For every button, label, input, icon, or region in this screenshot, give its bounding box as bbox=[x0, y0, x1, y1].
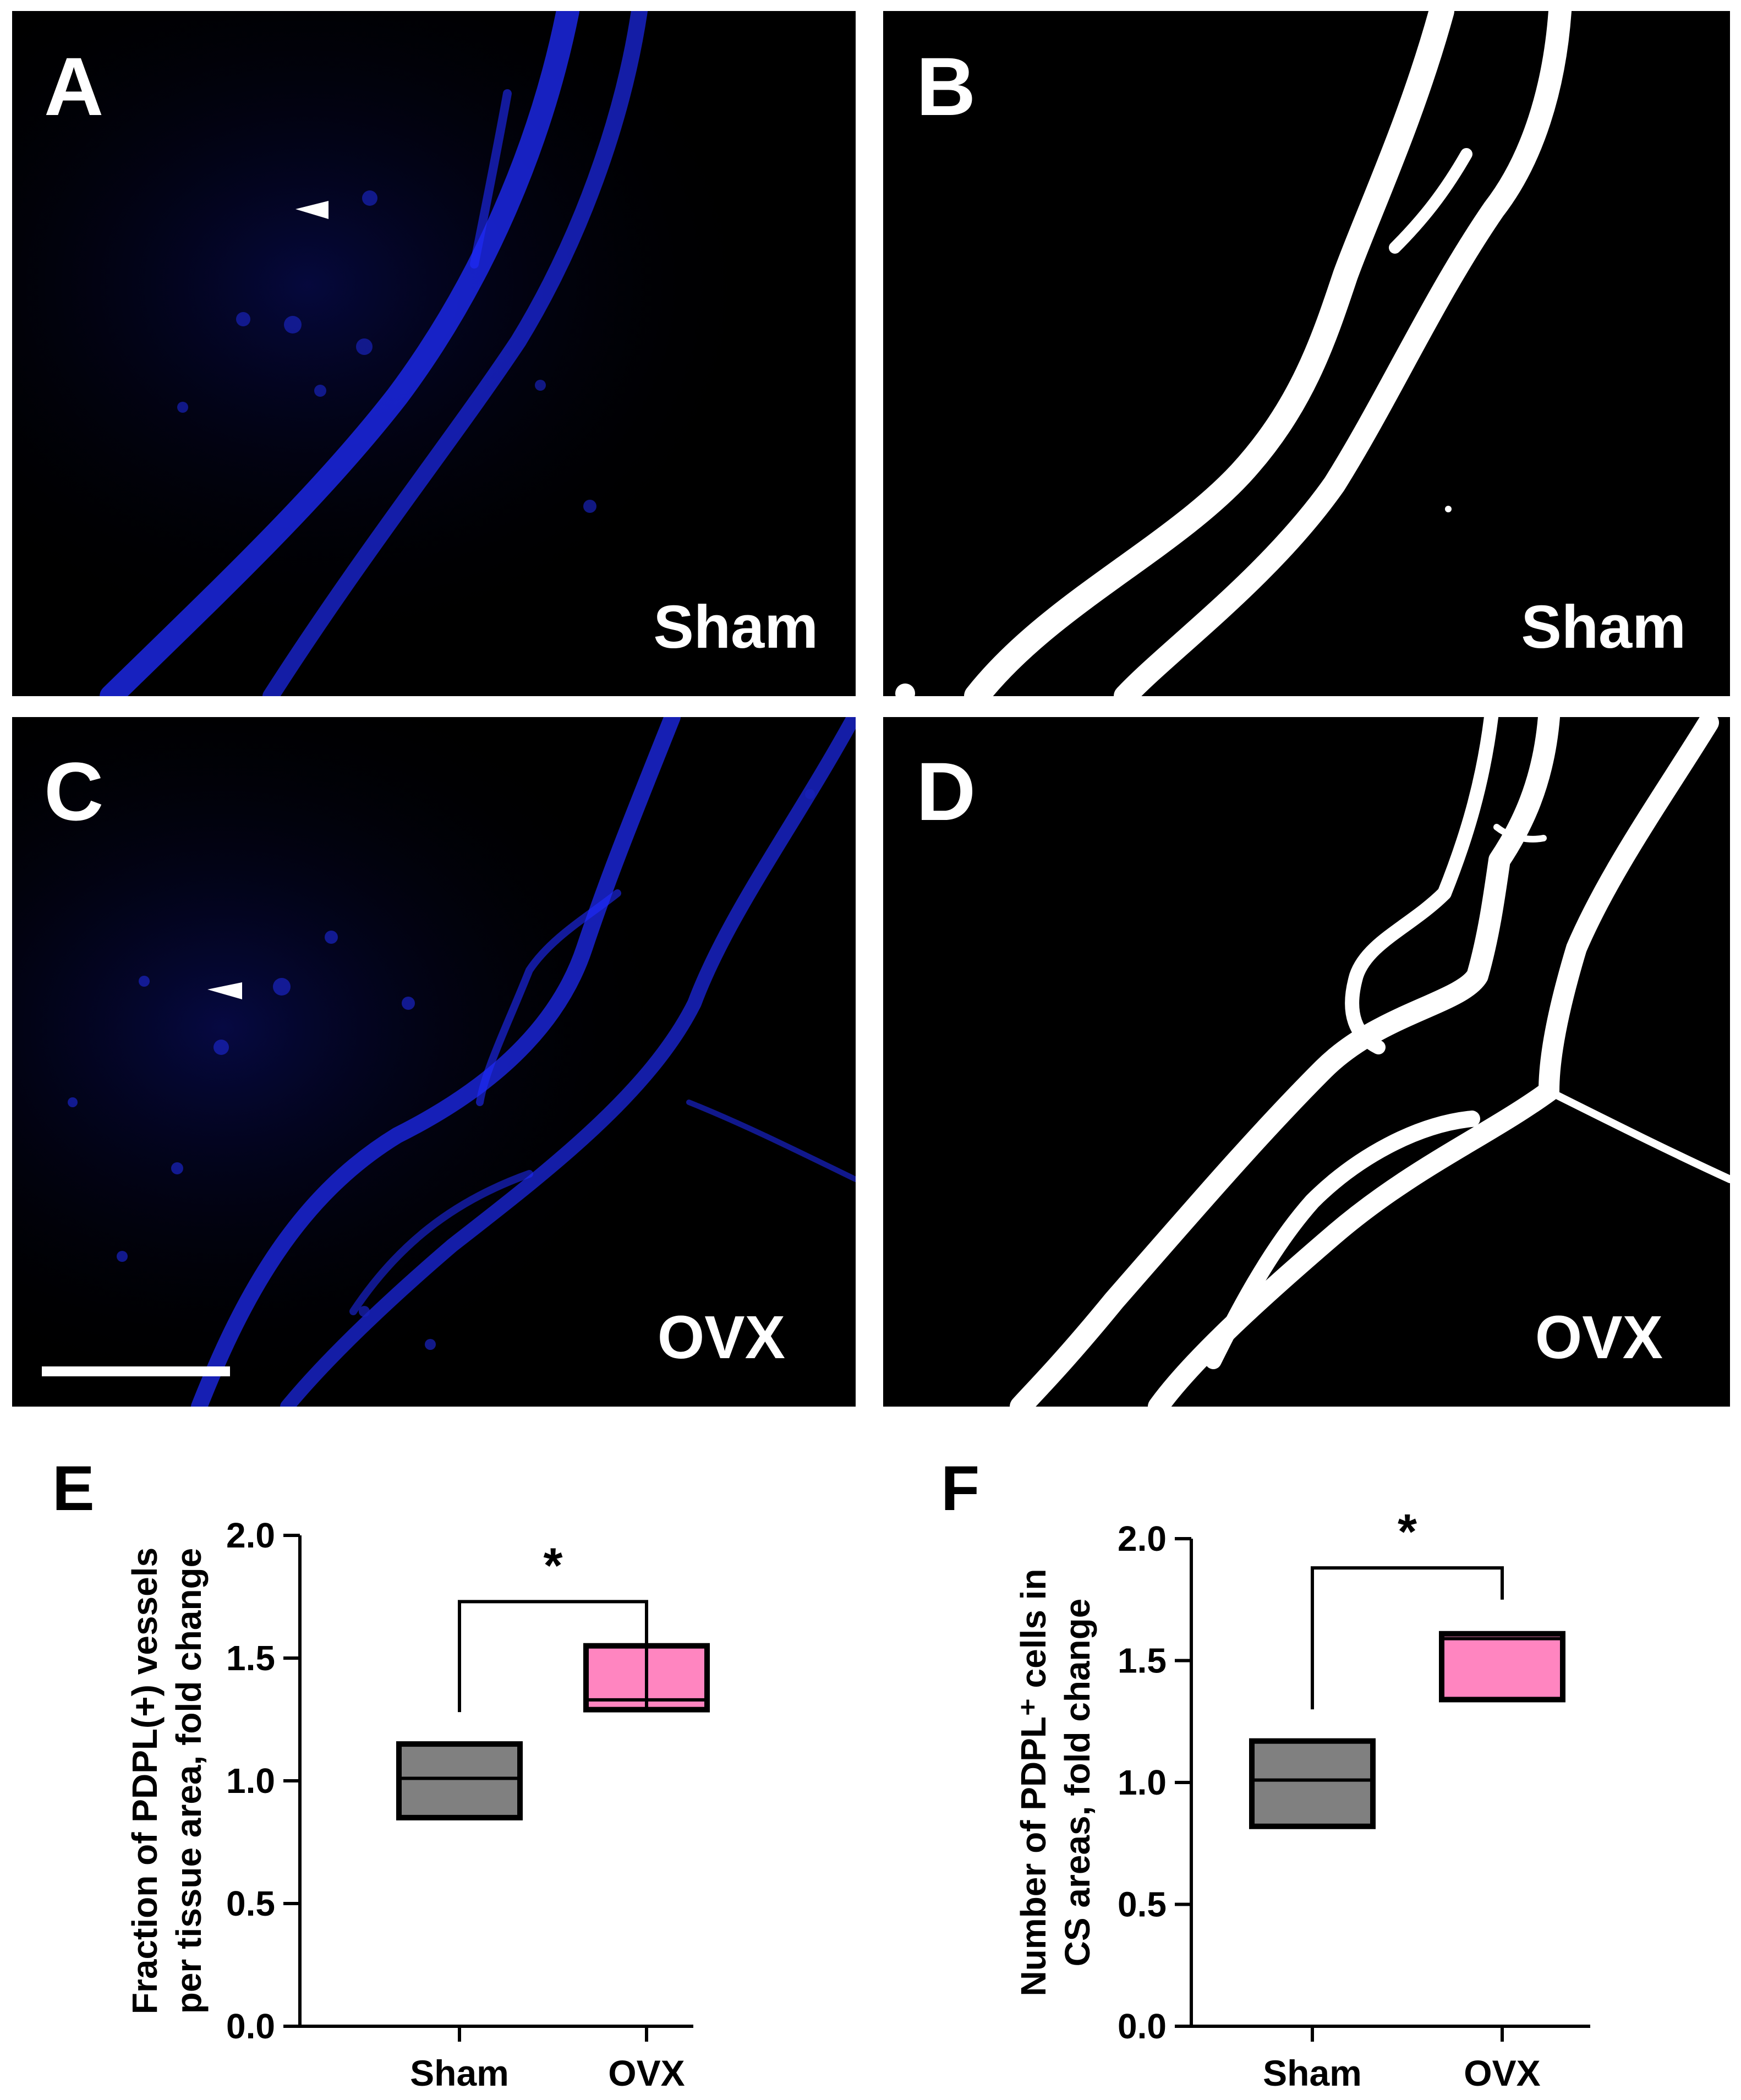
x-tick-label: Sham bbox=[410, 2053, 509, 2093]
x-tick-label: OVX bbox=[608, 2053, 685, 2093]
chart-e: 0.0 0.5 1.0 1.5 2.0 Fraction of PDPL(+) vesse… bbox=[125, 1516, 710, 2093]
chart-f: 0.0 0.5 1.0 1.5 2.0 Number of PDPL⁺ cells in C… bbox=[1014, 1505, 1590, 2093]
box-sham bbox=[396, 1741, 523, 1820]
vessel-image-a bbox=[12, 11, 856, 696]
box-sham bbox=[1249, 1738, 1376, 1829]
condition-label-d: OVX bbox=[1535, 1304, 1663, 1371]
y-axis-label: CS areas, fold change bbox=[1058, 1599, 1097, 1967]
arrowhead-marker-a bbox=[295, 201, 329, 219]
y-axis-label: Fraction of PDPL(+) vessels bbox=[125, 1547, 165, 2014]
vessel-mask-d bbox=[1010, 717, 1730, 1407]
vessel-mask-b bbox=[895, 11, 1572, 696]
significance-star: * bbox=[1398, 1505, 1417, 1560]
y-tick-label: 1.5 bbox=[1118, 1641, 1167, 1681]
x-tick-label: Sham bbox=[1263, 2053, 1362, 2093]
panel-letter-c: C bbox=[44, 745, 104, 838]
scale-bar bbox=[42, 1366, 230, 1376]
significance-bracket bbox=[458, 1600, 648, 1713]
y-axis-label: Number of PDPL⁺ cells in bbox=[1014, 1568, 1053, 1996]
y-tick-label: 0.5 bbox=[1118, 1885, 1167, 1924]
panel-letter-b: B bbox=[916, 40, 976, 133]
panel-letter-e: E bbox=[52, 1453, 95, 1524]
y-tick-label: 2.0 bbox=[1118, 1519, 1167, 1558]
significance-star: * bbox=[543, 1538, 562, 1593]
vessel-image-c bbox=[12, 717, 856, 1407]
y-tick-label: 0.5 bbox=[226, 1884, 275, 1923]
y-tick-label: 1.0 bbox=[226, 1761, 275, 1801]
condition-label-b: Sham bbox=[1521, 593, 1686, 661]
condition-label-c: OVX bbox=[657, 1304, 785, 1371]
y-tick-label: 0.0 bbox=[1118, 2006, 1167, 2046]
panel-letter-d: D bbox=[916, 745, 976, 838]
mask-panel-d: D OVX bbox=[883, 717, 1730, 1407]
y-tick-label: 0.0 bbox=[226, 2006, 275, 2046]
y-tick-label: 2.0 bbox=[226, 1516, 275, 1555]
y-tick-label: 1.0 bbox=[1118, 1763, 1167, 1802]
condition-label-a: Sham bbox=[653, 593, 818, 661]
micrograph-panel-c: C OVX bbox=[12, 717, 856, 1407]
significance-bracket bbox=[1311, 1566, 1504, 1710]
y-axis-label: per tissue area, fold change bbox=[169, 1548, 209, 2014]
micrograph-panel-a: A Sham bbox=[12, 11, 856, 696]
mask-panel-b: B Sham bbox=[883, 11, 1730, 696]
panel-letter-a: A bbox=[44, 40, 104, 133]
arrowhead-marker-c bbox=[207, 982, 242, 999]
y-tick-label: 1.5 bbox=[226, 1638, 275, 1678]
x-tick-label: OVX bbox=[1464, 2053, 1540, 2093]
panel-letter-f: F bbox=[941, 1453, 980, 1524]
box-ovx bbox=[1439, 1631, 1565, 1703]
